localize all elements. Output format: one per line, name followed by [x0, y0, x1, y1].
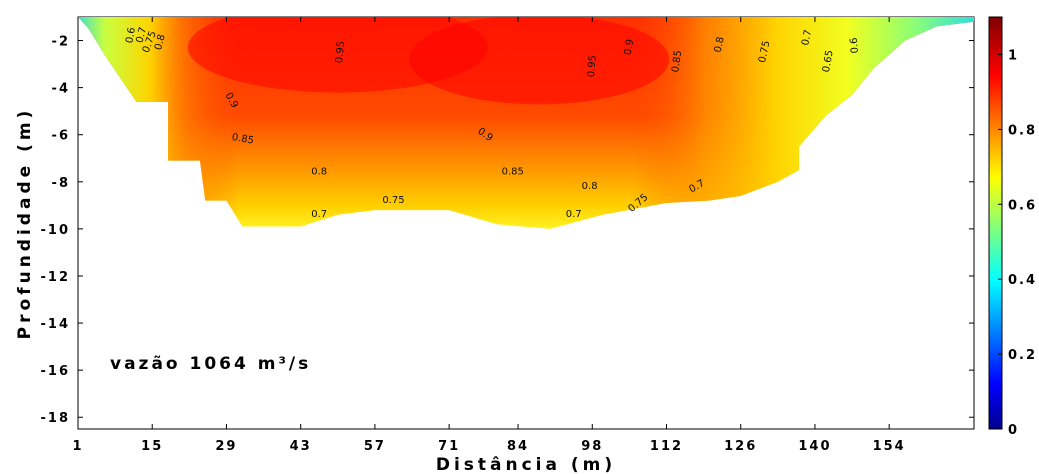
x-tick-label: 112 — [650, 439, 683, 454]
colorbar-tick-label: 0.2 — [1008, 348, 1037, 363]
x-tick-label: 57 — [364, 439, 386, 454]
y-tick-label: -2 — [52, 35, 70, 50]
x-tick-label: 1 — [72, 439, 83, 454]
x-tick-label: 29 — [215, 439, 237, 454]
contour-label: 0.8 — [311, 167, 327, 178]
x-tick-label: 98 — [581, 439, 603, 454]
contour-label: 0.8 — [713, 36, 727, 54]
colorbar-tick-label: 0.6 — [1008, 198, 1037, 213]
x-tick-label: 84 — [507, 439, 529, 454]
contour-label: 0.6 — [124, 27, 138, 45]
x-tick-label: 71 — [438, 439, 460, 454]
contour-label: 0.6 — [849, 37, 861, 54]
contour-label: 0.85 — [670, 50, 684, 74]
x-tick-label: 126 — [724, 439, 757, 454]
colorbar-tick-label: 0.8 — [1008, 123, 1037, 138]
contour-label: 0.8 — [153, 33, 168, 51]
x-tick-label: 15 — [141, 439, 163, 454]
x-tick-label: 154 — [873, 439, 906, 454]
colorbar-tick-label: 0.4 — [1008, 273, 1037, 288]
contour-label: 0.9 — [623, 38, 637, 56]
contour-label: 0.7 — [800, 29, 814, 47]
y-axis-ticks: -2 -4 -6 -8 -10 -12 -14 -16 -18 — [41, 35, 974, 426]
x-tick-label: 140 — [798, 439, 831, 454]
contour-label: 0.7 — [134, 26, 149, 44]
colorbar-ticks: 0 0.2 0.4 0.6 0.8 1 — [998, 48, 1037, 438]
x-axis-label: Distância (m) — [436, 455, 616, 474]
contour-label: 0.95 — [334, 41, 347, 64]
contour-label: 0.75 — [382, 195, 404, 206]
contour-label: 0.65 — [821, 49, 836, 73]
x-tick-label: 43 — [290, 439, 312, 454]
velocity-core-2 — [409, 17, 670, 105]
y-tick-label: -8 — [52, 176, 70, 191]
y-tick-label: -16 — [41, 364, 71, 379]
contour-label: 0.95 — [586, 55, 599, 78]
y-tick-label: -14 — [41, 317, 71, 332]
y-tick-label: -4 — [52, 82, 70, 97]
contour-label: 0.7 — [566, 209, 582, 220]
discharge-annotation: vazão 1064 m³/s — [110, 354, 311, 374]
velocity-core-1 — [187, 17, 488, 93]
y-tick-label: -6 — [52, 129, 70, 144]
x-axis-ticks: 1 15 29 43 57 71 84 98 112 126 140 154 — [72, 17, 906, 454]
contour-label: 0.85 — [231, 132, 255, 147]
y-tick-label: -12 — [41, 270, 71, 285]
y-tick-label: -18 — [41, 411, 71, 426]
contour-label: 0.7 — [311, 209, 327, 220]
contour-label: 0.75 — [757, 40, 772, 64]
colorbar-tick-label: 0 — [1008, 423, 1019, 438]
y-tick-label: -10 — [41, 223, 71, 238]
colorbar — [988, 16, 1003, 430]
colorbar-tick-label: 1 — [1008, 48, 1019, 63]
contour-label: 0.85 — [502, 167, 524, 178]
contour-label: 0.8 — [582, 181, 598, 192]
y-axis-label: Profundidade (m) — [15, 107, 35, 340]
